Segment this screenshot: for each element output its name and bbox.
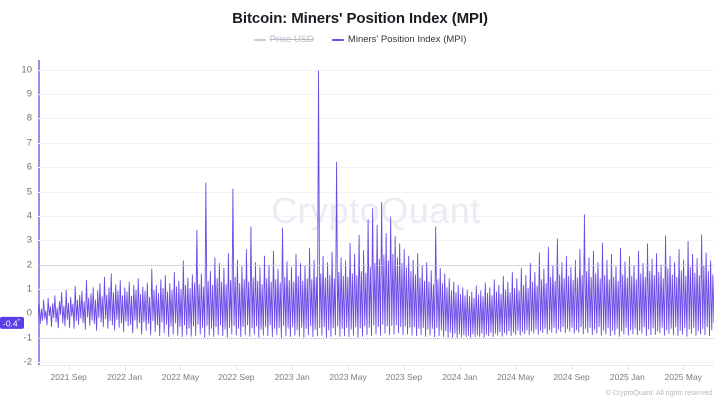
x-axis-tick-label: 2025 May [664,372,702,382]
legend-label: Price USD [269,34,314,45]
gridline [38,362,714,363]
y-axis-tick-label: 9 [26,88,32,100]
x-axis-tick-mark [515,365,517,370]
current-value-marker: * [17,318,20,325]
y-axis-tick-label: 1 [26,283,32,295]
gridline [38,142,714,144]
mpi-series-line [38,60,714,362]
legend-item-0[interactable]: Price USD [253,34,314,45]
y-axis-tick-label: 5 [26,186,32,198]
copyright-notice: © CryptoQuant. All rights reserved [605,390,712,397]
chart-legend: Price USD Miners' Position Index (MPI) [0,34,720,45]
y-axis-tick-label: 10 [21,64,32,76]
current-value-badge: -0.4* [0,316,24,330]
gridline [38,240,714,242]
x-axis-line [38,365,714,366]
x-axis-tick-mark [403,365,405,370]
reference-line-lower-threshold [38,337,714,339]
gridline [38,191,714,193]
current-value-label: -0.4 [3,318,18,329]
gridline [38,118,714,120]
x-axis-tick-label: 2022 May [161,372,200,382]
legend-label: Miners' Position Index (MPI) [347,34,467,45]
y-axis-line [38,60,40,365]
y-axis-tick-label: 6 [26,161,32,173]
gridline [38,69,714,71]
y-axis-tick-label: 8 [26,112,32,124]
gridline [38,94,714,96]
x-axis-tick-label: 2024 May [496,372,535,382]
y-axis-tick-label: 2 [26,259,32,271]
x-axis-tick-label: 2024 Sep [553,372,590,382]
x-axis-tick-mark [683,365,685,370]
x-axis-tick-label: 2022 Sep [218,372,255,382]
x-axis-tick-label: 2024 Jan [442,372,478,382]
gridline [38,288,714,290]
x-axis-tick-mark [68,365,70,370]
x-axis-tick-mark [571,365,573,370]
x-axis-tick-label: 2023 Sep [385,372,423,382]
x-axis-tick-mark [124,365,126,370]
x-axis-tick-mark [292,365,294,370]
legend-swatch-icon [253,38,266,41]
reference-line-upper-threshold [38,264,714,266]
x-axis-tick-mark [236,365,238,370]
x-axis-tick-mark [180,365,182,370]
gridline [38,167,714,169]
legend-swatch-icon [331,38,344,41]
x-axis-tick-mark [348,365,350,370]
x-axis-tick-label: 2021 Sep [50,372,87,382]
x-axis-tick-label: 2023 May [329,372,367,382]
y-axis-tick-label: 7 [26,137,32,149]
gridline [38,215,714,217]
legend-item-1[interactable]: Miners' Position Index (MPI) [331,34,467,45]
x-axis-tick-label: 2025 Jan [609,372,645,382]
x-axis-tick-mark [627,365,629,370]
plot-area: CryptoQuant [38,60,714,363]
x-axis-tick-mark [459,365,461,370]
y-axis-tick-label: -2 [23,356,32,368]
page-title: Bitcoin: Miners' Position Index (MPI) [232,10,488,27]
y-axis-tick-label: 4 [26,210,32,222]
y-axis-tick-label: 3 [26,234,32,246]
x-axis-tick-label: 2023 Jan [274,372,310,382]
y-axis-tick-label: -1 [23,332,32,344]
x-axis-tick-label: 2022 Jan [107,372,143,382]
y-axis-tick-label: 0 [26,307,32,319]
